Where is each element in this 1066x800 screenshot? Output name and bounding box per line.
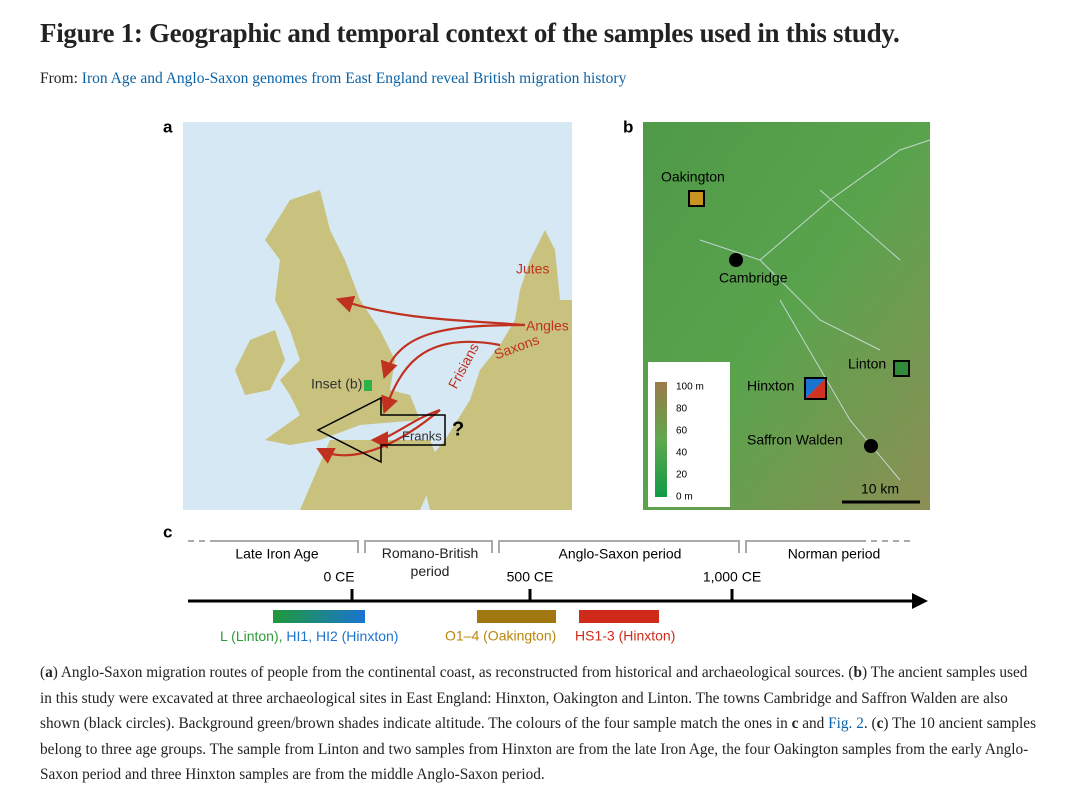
route	[316, 409, 441, 464]
scale-label: 10 km	[861, 481, 899, 497]
period-label-box: Romano-British period	[381, 545, 479, 579]
sample-bar	[579, 610, 659, 623]
caption-ref: c	[876, 715, 884, 733]
map-label: ?	[452, 418, 464, 440]
period-label: Norman period	[788, 546, 881, 562]
caption-ref: b	[853, 664, 862, 681]
sample-label: O1–4 (Oakington)	[445, 628, 556, 644]
place-label: Cambridge	[719, 270, 788, 286]
rivers	[699, 139, 931, 481]
place-label: Saffron Walden	[747, 432, 843, 448]
franks-arrow	[316, 396, 446, 464]
ireland	[235, 330, 285, 395]
caption-text: ) The ancient samples used in this study…	[40, 664, 1028, 733]
tick-label: 500 CE	[507, 569, 554, 585]
map-label: Angles	[526, 318, 569, 334]
britain	[265, 190, 420, 445]
sample-label-part: HI1, HI2 (Hinxton)	[286, 628, 398, 644]
sample-label: HS1-3 (Hinxton)	[575, 628, 675, 644]
site-marker	[688, 190, 705, 207]
route	[380, 323, 526, 380]
place-label: Hinxton	[747, 378, 794, 394]
caption-ref: c	[791, 715, 799, 733]
ticks	[350, 589, 734, 601]
sample-bar	[273, 610, 365, 623]
sample-label: L (Linton), HI1, HI2 (Hinxton)	[220, 628, 398, 644]
legend-label: 0 m	[676, 492, 693, 503]
legend-gradient	[655, 382, 667, 497]
town-marker	[864, 439, 878, 453]
period-brackets	[188, 540, 915, 553]
site-marker	[805, 378, 826, 399]
caption: (a) Anglo-Saxon migration routes of peop…	[40, 660, 1040, 788]
caption-text: ) Anglo-Saxon migration routes of people…	[52, 664, 854, 681]
tick-label: 1,000 CE	[703, 569, 761, 585]
axis-arrow	[912, 593, 928, 609]
legend-label: 40	[676, 448, 688, 459]
period-label: Romano-British period	[381, 545, 479, 579]
period-label: Anglo-Saxon period	[559, 546, 682, 562]
legend-label: 20	[676, 470, 688, 481]
panel-label: b	[623, 117, 633, 136]
source-line: From: Iron Age and Anglo-Saxon genomes f…	[40, 70, 626, 88]
inset-marker	[364, 380, 372, 391]
tick-label: 0 CE	[323, 569, 354, 585]
site-marker	[804, 377, 827, 400]
panel-label: a	[163, 117, 173, 136]
sample-label-part: L (Linton),	[220, 628, 283, 644]
migration-routes	[316, 295, 526, 464]
caption-text: . (	[863, 715, 877, 733]
place-label: Linton	[848, 356, 886, 372]
site-marker	[893, 360, 910, 377]
figure: a Jutes Angles Saxons Frisians Inset (b)…	[163, 117, 931, 644]
map-label: Franks	[402, 428, 442, 443]
legend-label: 80	[676, 404, 688, 415]
caption-text: ) The 10 ancient samples belong to three…	[40, 715, 1037, 784]
route	[370, 408, 441, 449]
route	[335, 295, 526, 327]
map-label: Jutes	[516, 261, 549, 277]
place-label: Oakington	[661, 169, 725, 185]
from-label: From:	[40, 70, 78, 87]
caption-text: and	[798, 715, 829, 733]
figure-title: Figure 1: Geographic and temporal contex…	[40, 18, 900, 48]
map-label: Inset (b)	[311, 376, 362, 392]
continent	[420, 122, 572, 510]
figure-link[interactable]: Fig. 2	[828, 715, 864, 733]
caption-ref: a	[45, 664, 53, 681]
source-link[interactable]: Iron Age and Anglo-Saxon genomes from Ea…	[81, 70, 627, 87]
legend-label: 100 m	[676, 382, 704, 393]
caption-text: (	[40, 664, 46, 681]
legend-label: 60	[676, 426, 688, 437]
route	[381, 340, 501, 415]
panel-label: c	[163, 522, 172, 541]
town-marker	[729, 253, 743, 267]
sample-bar	[477, 610, 556, 623]
period-label: Late Iron Age	[235, 546, 319, 562]
